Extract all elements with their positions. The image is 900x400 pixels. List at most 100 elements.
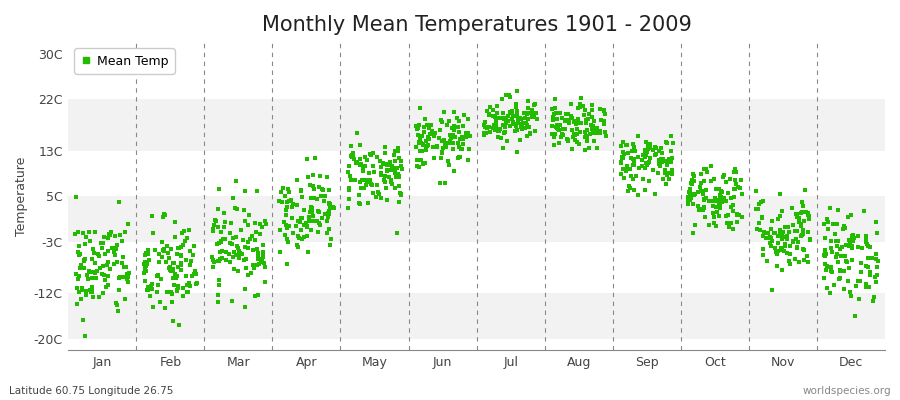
Point: [651, 170, 665, 176]
Point: [616, 155, 630, 161]
Point: [845, 236, 859, 243]
Point: [226, 254, 240, 260]
Point: [824, 268, 839, 275]
Point: [139, 250, 153, 256]
Point: [478, 124, 492, 130]
Point: [697, 204, 711, 211]
Point: [704, 177, 718, 184]
Point: [775, 208, 789, 214]
Point: [450, 124, 464, 130]
Point: [170, 245, 184, 251]
Point: [764, 243, 778, 249]
Point: [855, 245, 869, 252]
Point: [513, 116, 527, 122]
Point: [795, 199, 809, 205]
Point: [357, 154, 372, 161]
Point: [520, 122, 535, 128]
Point: [521, 105, 535, 111]
Point: [76, 230, 90, 236]
Point: [571, 116, 585, 122]
Point: [734, 214, 749, 220]
Point: [489, 118, 503, 125]
Point: [639, 162, 653, 168]
Point: [578, 107, 592, 114]
Point: [291, 177, 305, 184]
Point: [409, 122, 423, 129]
Point: [121, 274, 135, 280]
Point: [302, 174, 316, 180]
Point: [687, 173, 701, 179]
Point: [188, 268, 202, 274]
Point: [392, 155, 406, 161]
Point: [382, 174, 396, 180]
Point: [419, 142, 434, 149]
Point: [302, 249, 316, 255]
Point: [839, 257, 853, 264]
Point: [414, 140, 428, 146]
Point: [851, 296, 866, 302]
Point: [549, 124, 563, 130]
Point: [72, 243, 86, 249]
Point: [597, 107, 611, 113]
Point: [768, 230, 782, 236]
Point: [862, 284, 877, 290]
Point: [302, 209, 317, 216]
Point: [616, 154, 630, 160]
Point: [838, 253, 852, 259]
Point: [704, 163, 718, 169]
Point: [437, 180, 452, 186]
Point: [662, 176, 676, 182]
Point: [94, 240, 108, 247]
Point: [778, 243, 792, 250]
Point: [489, 115, 503, 122]
Point: [626, 141, 641, 147]
Point: [506, 121, 520, 127]
Point: [284, 214, 299, 221]
Point: [363, 151, 377, 158]
Point: [85, 256, 99, 262]
Point: [733, 212, 747, 218]
Point: [165, 290, 179, 297]
Point: [520, 111, 535, 118]
Point: [118, 296, 132, 302]
Point: [573, 120, 588, 126]
Point: [485, 125, 500, 132]
Point: [311, 229, 326, 235]
Point: [230, 206, 244, 212]
Point: [526, 110, 540, 116]
Point: [120, 271, 134, 278]
Point: [227, 249, 241, 255]
Point: [516, 120, 530, 126]
Point: [212, 256, 227, 262]
Point: [801, 228, 815, 235]
Point: [706, 203, 721, 209]
Point: [837, 223, 851, 229]
Point: [169, 287, 184, 294]
Point: [240, 244, 255, 251]
Point: [567, 119, 581, 125]
Point: [624, 173, 638, 179]
Point: [845, 257, 859, 264]
Point: [366, 150, 381, 156]
Point: [284, 203, 299, 210]
Point: [598, 133, 613, 139]
Point: [860, 254, 875, 261]
Point: [499, 120, 513, 126]
Point: [569, 121, 583, 128]
Point: [444, 134, 458, 141]
Point: [80, 276, 94, 282]
Point: [846, 232, 860, 238]
Point: [304, 195, 319, 202]
Point: [352, 191, 366, 198]
Point: [769, 249, 783, 256]
Point: [860, 264, 875, 270]
Point: [187, 243, 202, 249]
Point: [713, 204, 727, 211]
Point: [562, 117, 576, 123]
Point: [716, 174, 730, 180]
Point: [616, 138, 630, 145]
Point: [789, 245, 804, 252]
Point: [414, 157, 428, 164]
Point: [302, 218, 316, 225]
Point: [253, 230, 267, 237]
